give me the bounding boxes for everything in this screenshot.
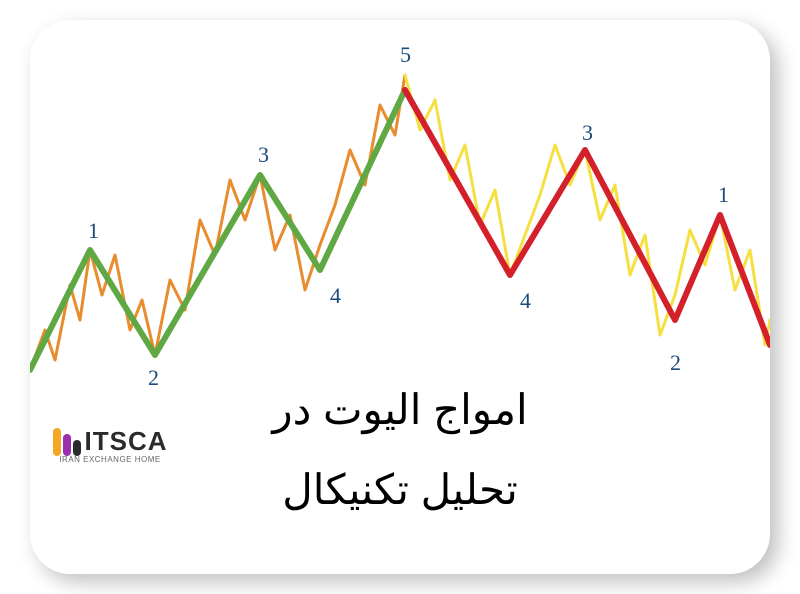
content-card: 123453142 امواج الیوت در تحلیل تکنیکال I… [30,20,770,574]
wave-label: 3 [582,120,593,146]
logo-row: ITSCA [53,426,168,457]
logo-text: ITSCA [85,426,168,457]
wave-label: 3 [258,142,269,168]
wave-label: 4 [520,288,531,314]
logo-bar [63,434,71,456]
wave-label: 2 [670,350,681,376]
logo-notch: ITSCA IRAN EXCHANGE HOME [30,400,200,490]
logo-bar [53,428,61,456]
wave-label: 5 [400,42,411,68]
logo-bars-icon [53,428,81,456]
wave-label: 4 [330,283,341,309]
sub-wave-yellow [405,75,770,345]
wave-label: 1 [718,182,729,208]
main-wave-green [30,90,405,370]
logo-bar [73,440,81,456]
logo-subtext: IRAN EXCHANGE HOME [59,455,160,464]
wave-label: 1 [88,218,99,244]
sub-wave-orange [30,75,405,370]
